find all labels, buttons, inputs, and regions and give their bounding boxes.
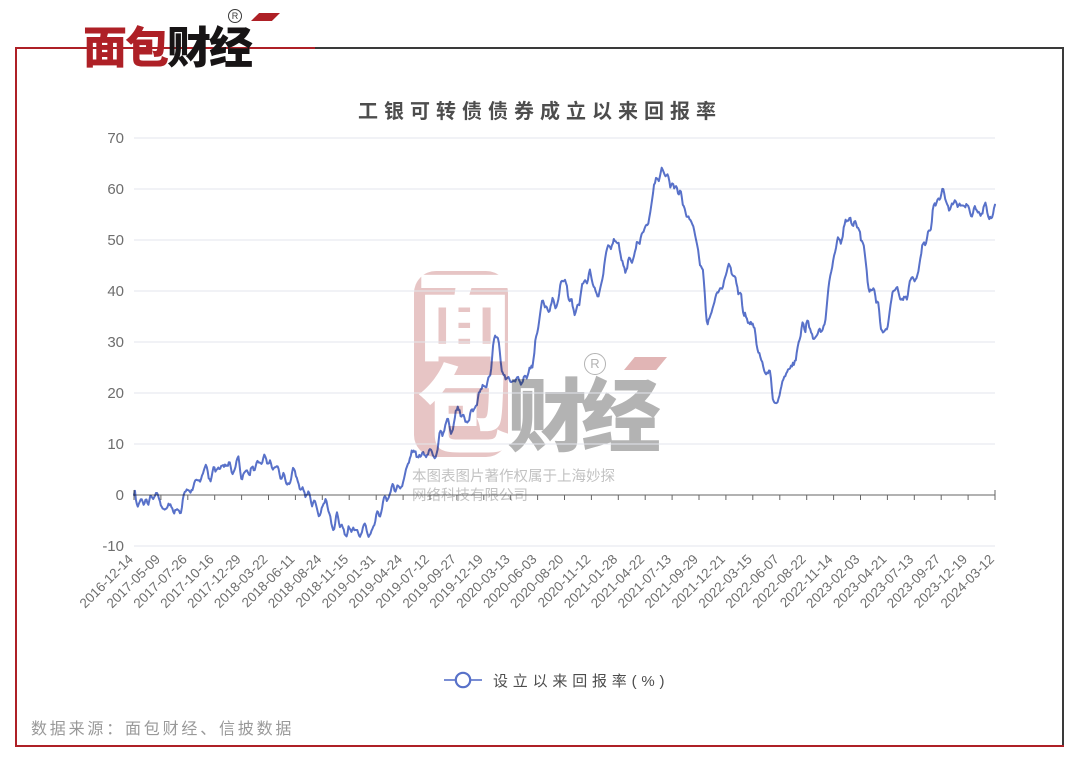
svg-text:10: 10 [107, 436, 124, 453]
svg-text:设立以来回报率(%): 设立以来回报率(%) [493, 673, 669, 690]
svg-text:30: 30 [107, 334, 124, 351]
svg-text:70: 70 [107, 130, 124, 147]
svg-text:50: 50 [107, 232, 124, 249]
svg-text:40: 40 [107, 283, 124, 300]
svg-text:-10: -10 [102, 538, 124, 555]
svg-text:0: 0 [116, 487, 124, 504]
svg-text:20: 20 [107, 385, 124, 402]
svg-text:60: 60 [107, 181, 124, 198]
